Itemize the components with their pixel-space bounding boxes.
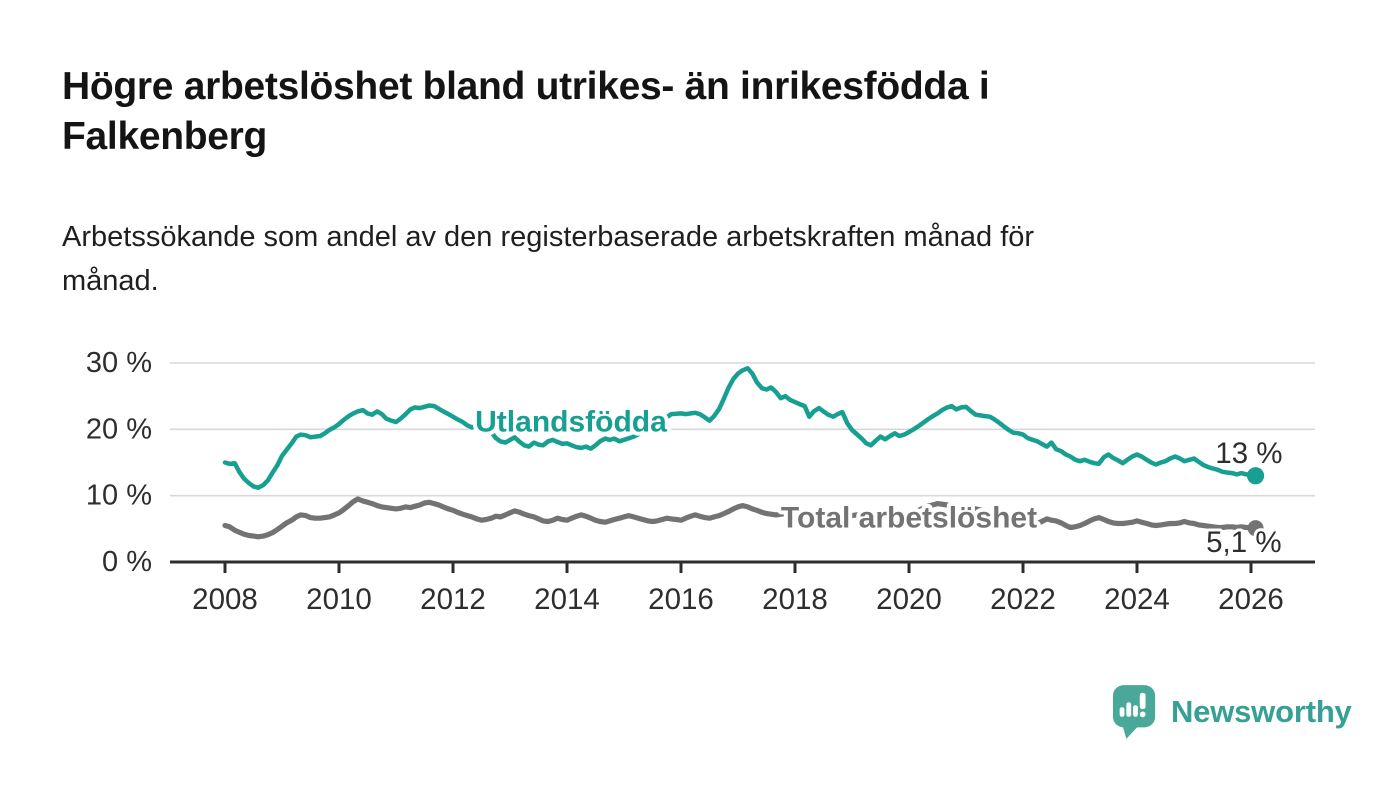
x-tick-label: 2022 bbox=[990, 583, 1056, 616]
title-line-1: Högre arbetslöshet bland utrikes- än inr… bbox=[62, 65, 990, 108]
x-tick-label: 2026 bbox=[1218, 583, 1284, 616]
x-tick-label: 2008 bbox=[192, 583, 258, 616]
x-tick-label: 2018 bbox=[762, 583, 828, 616]
x-tick-label: 2014 bbox=[534, 583, 600, 616]
series-line-total bbox=[222, 496, 1259, 540]
series-label-utlandsfodda: Utlandsfödda bbox=[475, 406, 667, 439]
newsworthy-logo: Newsworthy bbox=[1112, 684, 1352, 740]
bubble-tail bbox=[1122, 725, 1139, 739]
y-tick-label: 30 % bbox=[86, 347, 152, 379]
series-end-label: 13 % bbox=[1215, 437, 1282, 470]
subtitle-line-2: månad. bbox=[62, 265, 159, 297]
x-tick-label: 2024 bbox=[1104, 583, 1170, 616]
y-tick-label: 0 % bbox=[102, 546, 152, 578]
series-end-label: 5,1 % bbox=[1206, 526, 1281, 559]
series-line-utlandsfodda bbox=[222, 366, 1258, 490]
x-tick-label: 2020 bbox=[876, 583, 942, 616]
newsworthy-wordmark: Newsworthy bbox=[1171, 694, 1352, 729]
series-label-total: Total arbetslöshet bbox=[781, 502, 1037, 535]
y-tick-label: 20 % bbox=[86, 413, 152, 445]
title-line-2: Falkenberg bbox=[62, 115, 268, 158]
chart-subtitle: Arbetssökande som andel av den registerb… bbox=[62, 215, 1282, 303]
x-tick-label: 2010 bbox=[306, 583, 372, 616]
series-end-dot bbox=[1247, 520, 1264, 537]
newsworthy-bubble-icon bbox=[1112, 685, 1156, 739]
x-tick-label: 2016 bbox=[648, 583, 714, 616]
bar-chart-exclamation-icon bbox=[1119, 692, 1146, 718]
subtitle-line-1: Arbetssökande som andel av den registerb… bbox=[62, 221, 1035, 253]
y-tick-label: 10 % bbox=[86, 480, 152, 512]
x-tick-label: 2012 bbox=[420, 583, 486, 616]
series-end-dot bbox=[1246, 467, 1265, 485]
page-title: Högre arbetslöshet bland utrikes- än inr… bbox=[62, 62, 1192, 162]
